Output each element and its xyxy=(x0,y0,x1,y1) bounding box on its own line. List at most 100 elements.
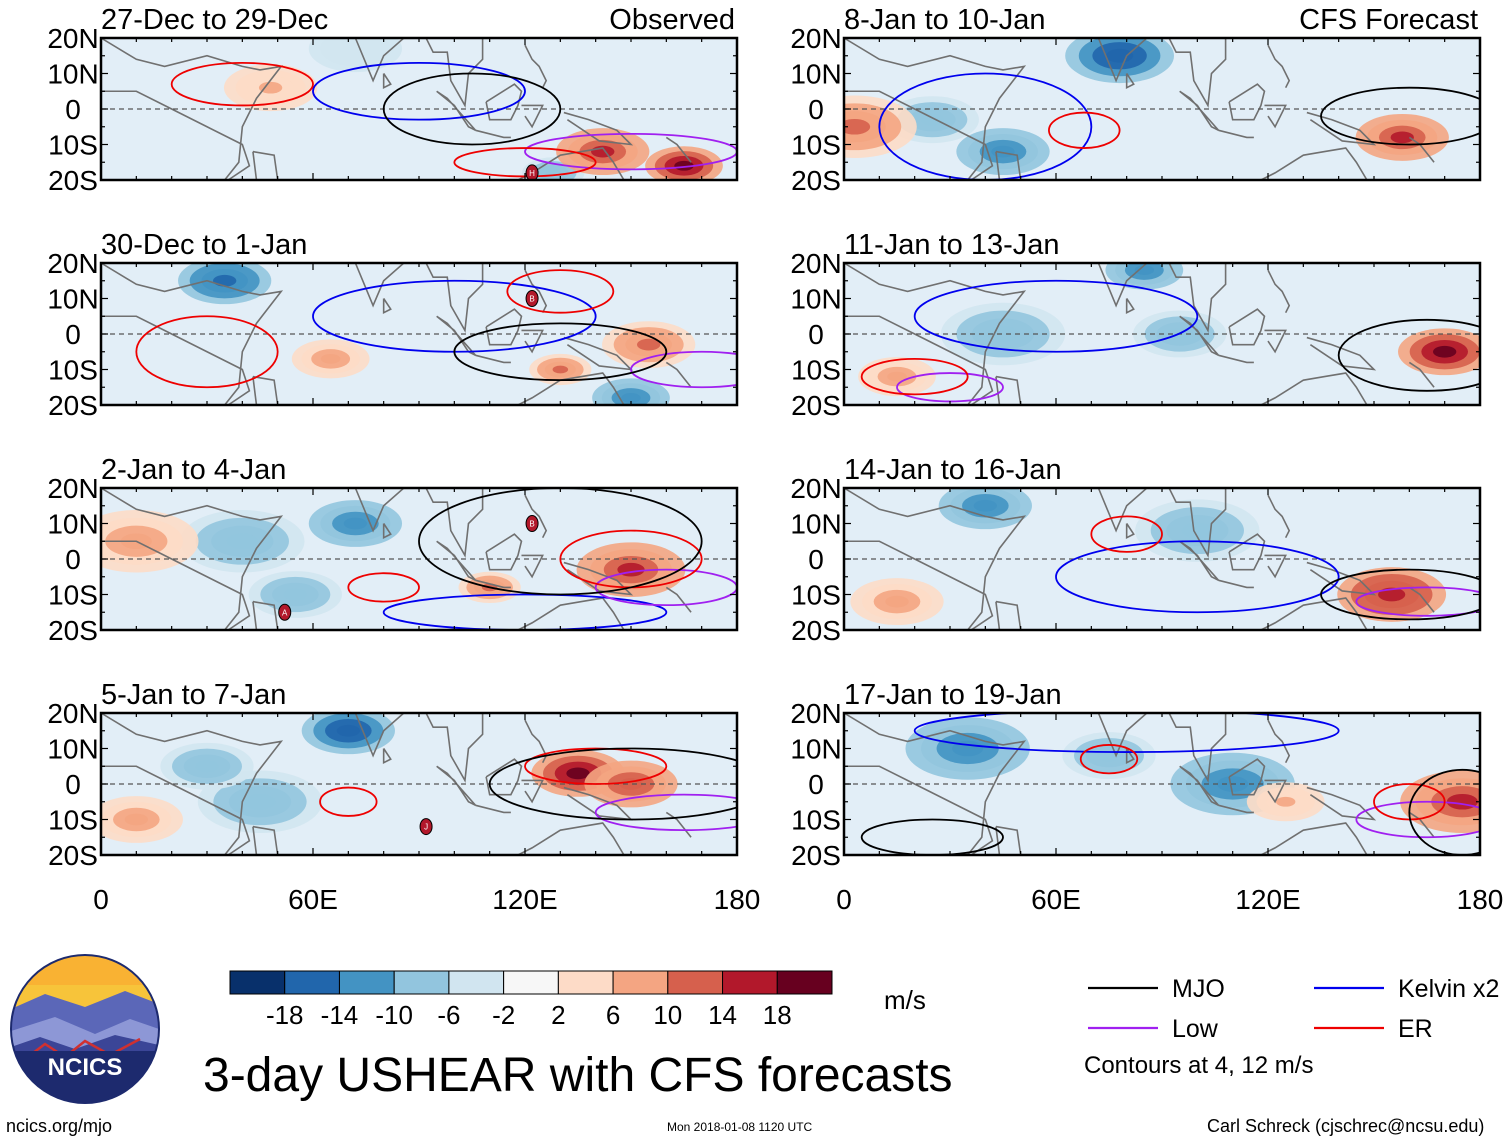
coastline-2 xyxy=(101,263,284,405)
coastline-7 xyxy=(1218,354,1254,364)
coastline-10 xyxy=(524,719,548,764)
er-contour-1 xyxy=(347,572,420,603)
coastline-2 xyxy=(844,713,1027,855)
colorbar-tick-label: 2 xyxy=(551,1000,565,1030)
coastline-11 xyxy=(563,786,634,821)
coastline-13 xyxy=(665,811,692,838)
coastline-6 xyxy=(1179,315,1220,357)
colorbar-swatch-1 xyxy=(229,970,286,995)
coastline-7 xyxy=(1218,579,1254,589)
coastline-9 xyxy=(1264,554,1287,579)
coastline-12 xyxy=(516,597,625,630)
negative-anomaly-1 xyxy=(343,42,368,55)
lat-label: 0 xyxy=(65,319,81,350)
lat-label: 20N xyxy=(790,473,841,504)
lat-label: 10S xyxy=(791,805,841,836)
ncics-logo: NCICS xyxy=(10,954,160,1104)
coastline-7 xyxy=(1218,804,1254,814)
er-contour-2 xyxy=(506,269,615,314)
mjo-contour-1 xyxy=(1408,768,1480,855)
lat-label: 20N xyxy=(47,248,98,279)
coastline-4 xyxy=(1045,488,1227,558)
positive-anomaly-1 xyxy=(258,81,283,94)
low-contour-1 xyxy=(524,132,737,171)
colorbar-swatch-6 xyxy=(503,970,559,995)
colorbar-swatch-5 xyxy=(448,970,505,995)
positive-anomaly-1 xyxy=(844,118,871,135)
map-panel-8: 20N 10N 0 10S 20S 17-Jan to 19-Jan 0 60E 120E 180 xyxy=(790,679,1503,915)
kelvin-contour-1 xyxy=(913,279,1199,353)
coastline-1 xyxy=(101,765,251,855)
storm-marker-1 xyxy=(525,164,539,180)
panel-period-title: 5-Jan to 7-Jan xyxy=(101,679,286,711)
coastline-10 xyxy=(524,269,548,314)
colorbar-swatch-10 xyxy=(722,970,778,995)
coastline-13 xyxy=(665,361,692,388)
lat-label: 20N xyxy=(47,473,98,504)
lat-label: 10S xyxy=(791,130,841,161)
lat-label: 0 xyxy=(808,769,824,800)
coastline-4 xyxy=(302,263,484,333)
lon-label: 180 xyxy=(714,884,761,915)
lon-label: 60E xyxy=(1031,884,1081,915)
positive-anomaly-1 xyxy=(1446,793,1478,810)
positive-anomaly-2 xyxy=(1390,131,1414,144)
lat-label: 20N xyxy=(47,23,98,54)
lat-label: 10S xyxy=(791,580,841,611)
negative-anomaly-1 xyxy=(336,724,360,737)
kelvin-contour-1 xyxy=(878,72,1093,180)
er-contour-1 xyxy=(319,786,378,817)
kelvin-contour-1 xyxy=(382,593,668,630)
legend-label-3: Low xyxy=(1172,1015,1219,1043)
logo-art xyxy=(11,955,159,1103)
coastline-11 xyxy=(1306,561,1377,596)
coastline-1 xyxy=(101,540,251,630)
lat-label: 0 xyxy=(65,94,81,125)
site-link[interactable]: ncics.org/mjo xyxy=(6,1116,113,1136)
lon-label: 0 xyxy=(93,884,109,915)
colorbar-tick-label: 6 xyxy=(606,1000,620,1030)
positive-anomaly-1 xyxy=(1433,345,1457,358)
coastline-4 xyxy=(1045,263,1227,333)
lat-label: 20S xyxy=(48,165,98,196)
coastline-11 xyxy=(1306,111,1377,146)
lat-label: 10N xyxy=(790,509,841,540)
negative-anomaly-1 xyxy=(1134,265,1155,275)
lat-label: 20S xyxy=(48,390,98,421)
coastline-7 xyxy=(475,129,511,139)
kelvin-contour-1 xyxy=(913,713,1340,753)
coastline-8 xyxy=(1228,308,1266,346)
colorbar-swatch-8 xyxy=(612,970,669,995)
coastline-10 xyxy=(1267,269,1291,314)
coastline-3 xyxy=(252,825,279,855)
coastline-6 xyxy=(436,90,477,132)
lat-label: 10N xyxy=(47,734,98,765)
storm-label-1: B xyxy=(529,520,534,529)
coastline-8 xyxy=(485,83,523,121)
lat-label: 0 xyxy=(65,769,81,800)
storm-marker-2 xyxy=(278,603,292,621)
panel-period-title: 14-Jan to 16-Jan xyxy=(844,454,1062,486)
low-contour-1 xyxy=(594,793,737,832)
negative-anomaly-2 xyxy=(244,793,276,810)
er-contour-1 xyxy=(170,61,314,107)
panel-plot-area xyxy=(844,488,1480,630)
coastline-7 xyxy=(475,804,511,814)
coastline-2 xyxy=(101,488,284,630)
coastline-9 xyxy=(1264,329,1287,354)
negative-anomaly-2 xyxy=(621,393,641,403)
forecast-label: CFS Forecast xyxy=(1299,4,1478,36)
lat-label: 20S xyxy=(48,840,98,871)
coastline-2 xyxy=(101,38,284,180)
coastline-9 xyxy=(521,104,544,129)
er-contour-1 xyxy=(1090,515,1163,553)
lat-label: 20N xyxy=(790,23,841,54)
coastline-13 xyxy=(665,136,692,163)
map-panel-2: 20N 10N 0 10S 20S 8-Jan to 10-Jan CFS Forecast xyxy=(790,4,1482,196)
coastline-3 xyxy=(252,150,279,180)
coastline-13 xyxy=(665,586,692,613)
lat-label: 10N xyxy=(47,284,98,315)
panel-period-title: 8-Jan to 10-Jan xyxy=(844,4,1046,36)
